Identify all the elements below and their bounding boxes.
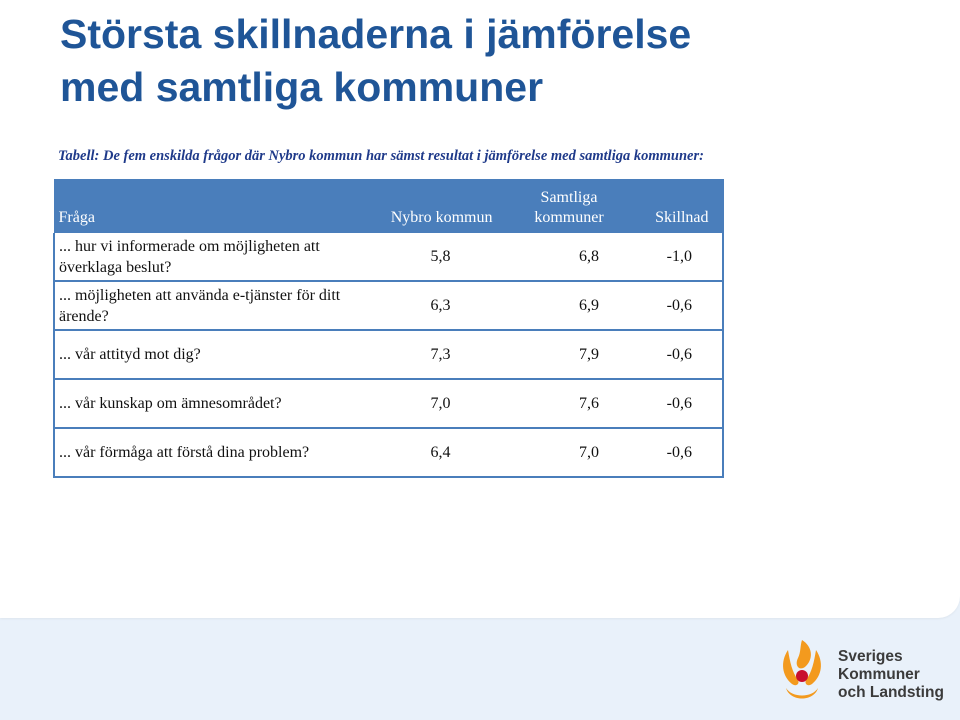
header-all-line-2: kommuner xyxy=(534,209,604,226)
table-row: ... möjligheten att använda e-tjänster f… xyxy=(53,281,724,331)
row-nybro-value: 6,3 xyxy=(374,281,507,331)
row-question: ... vår attityd mot dig? xyxy=(53,330,374,380)
logo-line-2: Kommuner xyxy=(838,666,920,683)
title-line-2: med samtliga kommuner xyxy=(60,64,544,110)
page-title: Största skillnaderna i jämförelse med sa… xyxy=(60,8,940,114)
row-difference: -0,6 xyxy=(631,428,724,478)
header-all-municipalities: Samtliga kommuner xyxy=(506,179,632,233)
comparison-table: Fråga Nybro kommun Samtliga kommuner Ski… xyxy=(53,179,724,478)
table-row: ... vår kunskap om ämnesområdet? 7,0 7,6… xyxy=(53,379,724,429)
row-all-value: 7,9 xyxy=(507,330,631,380)
title-line-1: Största skillnaderna i jämförelse xyxy=(60,11,692,57)
header-difference: Skillnad xyxy=(630,179,724,233)
logo-line-1: Sveriges xyxy=(838,648,903,665)
row-nybro-value: 6,4 xyxy=(374,428,507,478)
table-row: ... hur vi informerade om möjligheten at… xyxy=(53,233,724,282)
table-caption: Tabell: De fem enskilda frågor där Nybro… xyxy=(58,148,704,164)
row-question: ... vår kunskap om ämnesområdet? xyxy=(53,379,374,429)
row-question: ... möjligheten att använda e-tjänster f… xyxy=(53,281,374,331)
row-difference: -1,0 xyxy=(631,233,724,282)
row-difference: -0,6 xyxy=(631,379,724,429)
skl-logo-icon xyxy=(783,640,821,699)
row-question: ... vår förmåga att förstå dina problem? xyxy=(53,428,374,478)
row-nybro-value: 7,0 xyxy=(374,379,507,429)
header-all-line-1: Samtliga xyxy=(540,189,598,206)
table-header-row: Fråga Nybro kommun Samtliga kommuner Ski… xyxy=(53,179,724,233)
row-difference: -0,6 xyxy=(631,281,724,331)
table-row: ... vår förmåga att förstå dina problem?… xyxy=(53,428,724,478)
row-nybro-value: 7,3 xyxy=(374,330,507,380)
row-question: ... hur vi informerade om möjligheten at… xyxy=(53,233,374,282)
header-question: Fråga xyxy=(53,179,375,233)
table-row: ... vår attityd mot dig? 7,3 7,9 -0,6 xyxy=(53,330,724,380)
row-nybro-value: 5,8 xyxy=(374,233,507,282)
row-all-value: 7,6 xyxy=(507,379,631,429)
slide: Största skillnaderna i jämförelse med sa… xyxy=(0,0,960,618)
row-all-value: 7,0 xyxy=(507,428,631,478)
row-difference: -0,6 xyxy=(631,330,724,380)
row-all-value: 6,8 xyxy=(507,233,631,282)
row-all-value: 6,9 xyxy=(507,281,631,331)
logo-line-3: och Landsting xyxy=(838,684,944,701)
skl-logo-text: Sveriges Kommuner och Landsting xyxy=(838,648,958,702)
header-nybro: Nybro kommun xyxy=(373,179,508,233)
